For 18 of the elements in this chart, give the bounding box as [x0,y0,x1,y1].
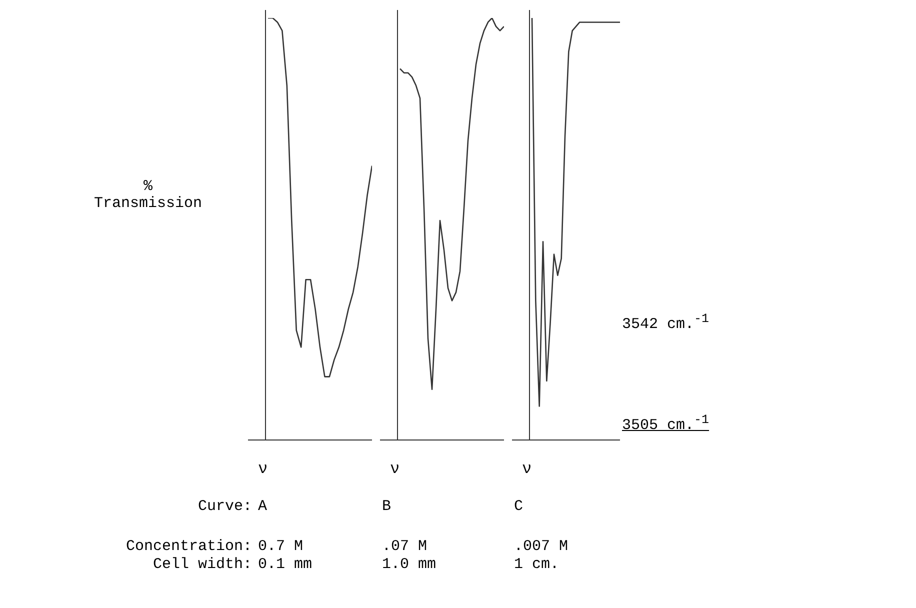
text: .007 M [514,538,568,555]
x-axis-title: ν [522,460,532,478]
text: Concentration: [126,538,252,555]
text: .07 M [382,538,428,555]
x-axis-title: ν [258,460,268,478]
text: 1.0 mm [382,556,436,573]
text: C [514,498,524,515]
text: B [382,498,392,515]
x-axis-title: ν [390,460,400,478]
y-axis-title: % Transmission [92,178,204,212]
text: 1 cm. [514,556,560,573]
text: A [258,498,268,515]
text: 0.1 mm [258,556,312,573]
text: 3505 cm.$^{-1}$ [622,413,710,434]
text: 0.7 M [258,538,304,555]
text: Cell width: [152,556,252,573]
text: 3542 cm.$^{-1}$ [622,312,710,333]
text: Curve: [198,498,252,515]
